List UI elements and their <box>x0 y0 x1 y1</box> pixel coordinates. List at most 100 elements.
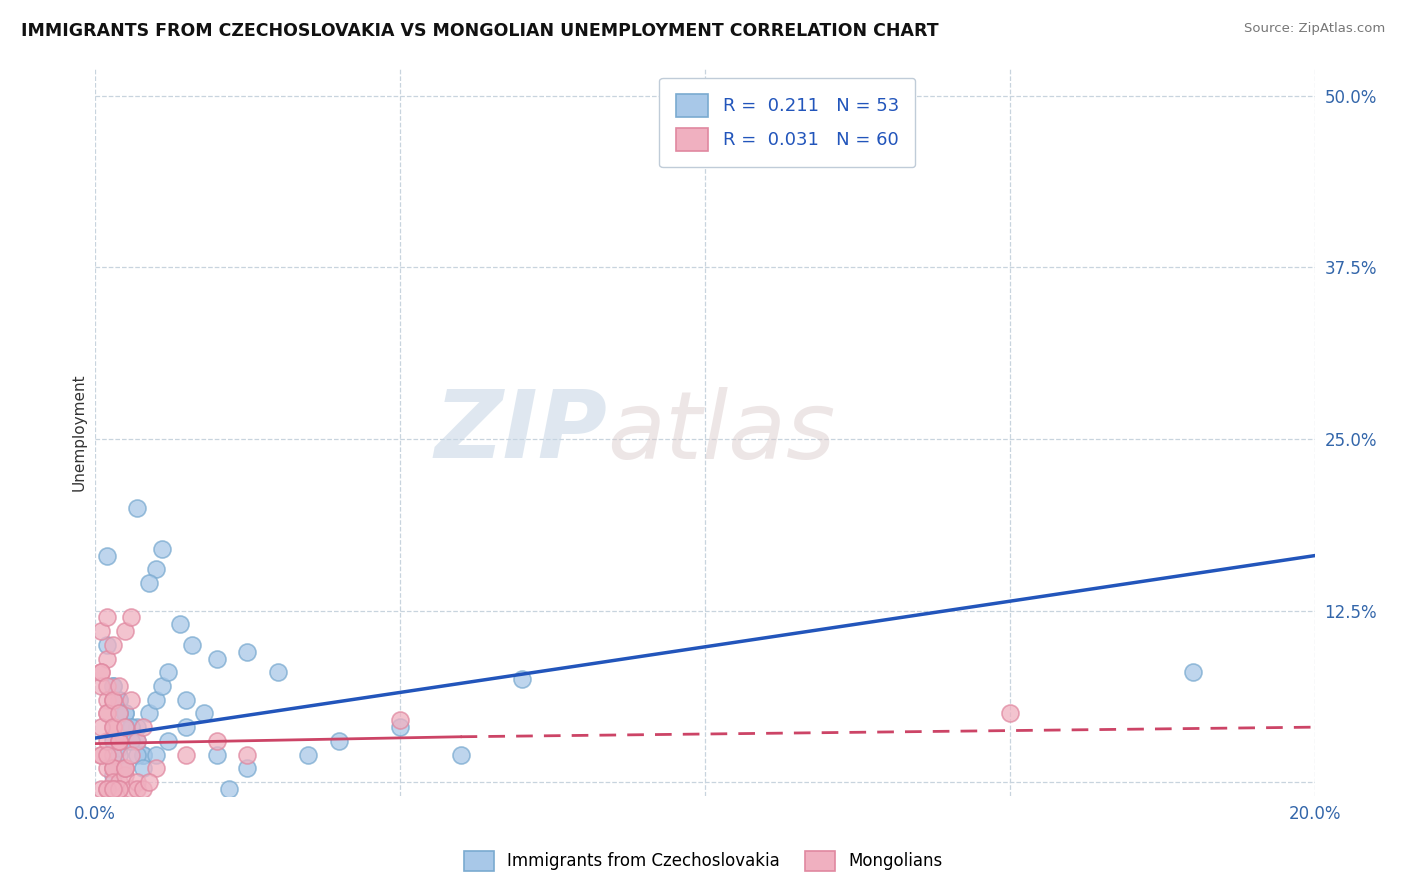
Point <box>132 761 155 775</box>
Point <box>114 768 136 782</box>
Point <box>101 755 124 769</box>
Point <box>101 692 124 706</box>
Point <box>96 761 118 775</box>
Point <box>150 541 173 556</box>
Point <box>114 761 136 775</box>
Point <box>205 734 228 748</box>
Point <box>101 679 124 693</box>
Point <box>90 665 112 680</box>
Point <box>96 734 118 748</box>
Point <box>138 775 160 789</box>
Point <box>101 761 124 775</box>
Point <box>90 747 112 762</box>
Point <box>108 781 131 796</box>
Point <box>90 720 112 734</box>
Point <box>120 734 142 748</box>
Point <box>127 734 149 748</box>
Point <box>132 747 155 762</box>
Text: Source: ZipAtlas.com: Source: ZipAtlas.com <box>1244 22 1385 36</box>
Point <box>181 638 204 652</box>
Point <box>90 679 112 693</box>
Point <box>114 761 136 775</box>
Point <box>101 781 124 796</box>
Point <box>236 761 259 775</box>
Text: IMMIGRANTS FROM CZECHOSLOVAKIA VS MONGOLIAN UNEMPLOYMENT CORRELATION CHART: IMMIGRANTS FROM CZECHOSLOVAKIA VS MONGOL… <box>21 22 939 40</box>
Point <box>120 720 142 734</box>
Point <box>145 562 167 576</box>
Point <box>96 692 118 706</box>
Point <box>218 781 240 796</box>
Point <box>108 781 131 796</box>
Point <box>101 734 124 748</box>
Point <box>90 665 112 680</box>
Point <box>328 734 350 748</box>
Point <box>108 734 131 748</box>
Legend: R =  0.211   N = 53, R =  0.031   N = 60: R = 0.211 N = 53, R = 0.031 N = 60 <box>659 78 915 168</box>
Point <box>96 706 118 721</box>
Point <box>120 747 142 762</box>
Point <box>96 651 118 665</box>
Point <box>120 610 142 624</box>
Point <box>388 720 411 734</box>
Point <box>114 761 136 775</box>
Point <box>510 672 533 686</box>
Point <box>101 679 124 693</box>
Point <box>132 747 155 762</box>
Point <box>156 665 179 680</box>
Point <box>120 734 142 748</box>
Point <box>145 692 167 706</box>
Point <box>108 734 131 748</box>
Text: atlas: atlas <box>607 386 835 477</box>
Point <box>120 781 142 796</box>
Point <box>127 775 149 789</box>
Point <box>96 610 118 624</box>
Point <box>138 576 160 591</box>
Point <box>108 734 131 748</box>
Point <box>96 781 118 796</box>
Point <box>114 706 136 721</box>
Point <box>90 781 112 796</box>
Point <box>114 706 136 721</box>
Point <box>193 706 215 721</box>
Legend: Immigrants from Czechoslovakia, Mongolians: Immigrants from Czechoslovakia, Mongolia… <box>456 842 950 880</box>
Point <box>145 761 167 775</box>
Point <box>174 692 197 706</box>
Point <box>96 706 118 721</box>
Point <box>101 781 124 796</box>
Point <box>96 549 118 563</box>
Point <box>101 775 124 789</box>
Point <box>108 706 131 721</box>
Point <box>388 713 411 727</box>
Point <box>127 781 149 796</box>
Point <box>96 781 118 796</box>
Point <box>297 747 319 762</box>
Point <box>101 761 124 775</box>
Y-axis label: Unemployment: Unemployment <box>72 374 86 491</box>
Point <box>998 706 1021 721</box>
Point <box>101 720 124 734</box>
Point <box>120 720 142 734</box>
Point <box>120 692 142 706</box>
Point <box>96 747 118 762</box>
Point <box>108 740 131 755</box>
Point <box>236 747 259 762</box>
Point <box>127 734 149 748</box>
Point <box>90 747 112 762</box>
Point <box>1181 665 1204 680</box>
Point <box>150 679 173 693</box>
Point <box>174 747 197 762</box>
Point <box>114 720 136 734</box>
Point <box>127 720 149 734</box>
Point <box>169 617 191 632</box>
Point <box>101 768 124 782</box>
Point <box>101 692 124 706</box>
Point <box>101 720 124 734</box>
Point <box>114 624 136 639</box>
Point <box>108 692 131 706</box>
Point <box>266 665 288 680</box>
Point <box>108 775 131 789</box>
Point <box>156 734 179 748</box>
Point <box>132 781 155 796</box>
Point <box>108 747 131 762</box>
Point <box>96 638 118 652</box>
